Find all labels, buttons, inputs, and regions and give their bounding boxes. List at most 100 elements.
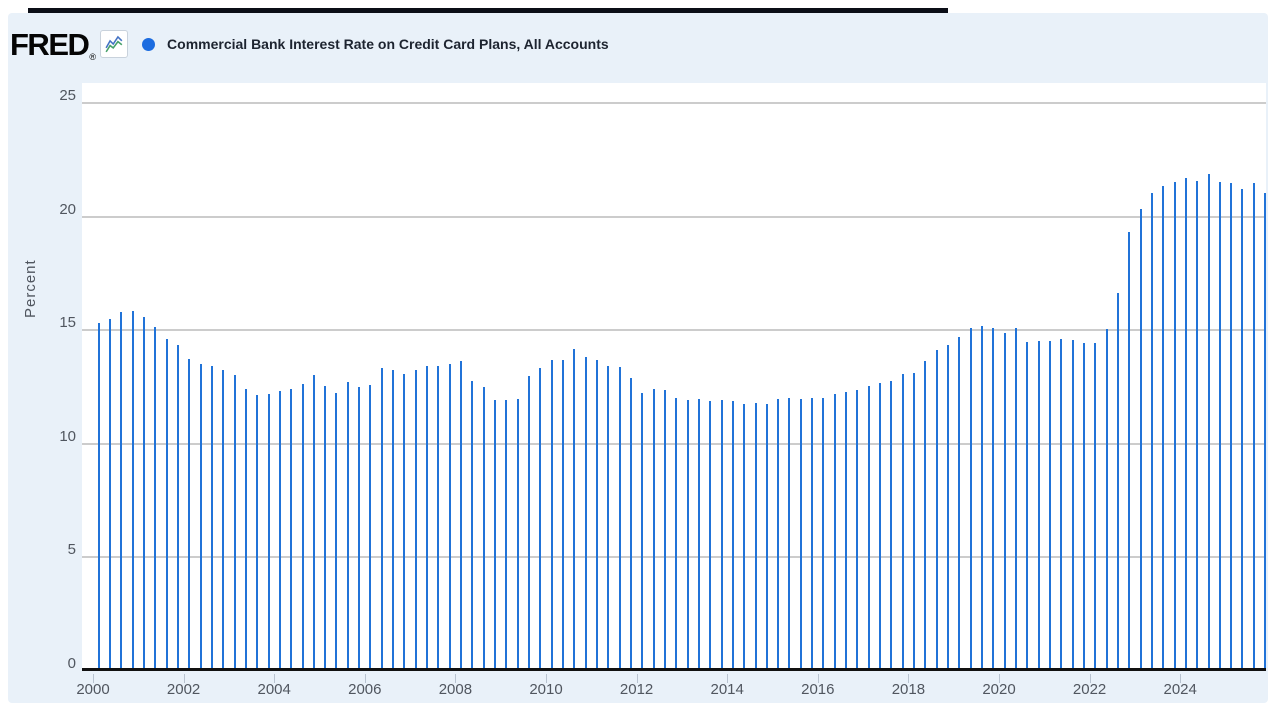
bar[interactable] [992, 328, 995, 668]
bar[interactable] [777, 398, 780, 668]
bar[interactable] [595, 360, 598, 668]
plot-area[interactable] [82, 83, 1267, 671]
bar[interactable] [1264, 193, 1267, 668]
bar[interactable] [856, 389, 859, 668]
bar[interactable] [324, 386, 327, 668]
bar[interactable] [584, 356, 587, 668]
bar[interactable] [120, 312, 123, 668]
bar[interactable] [392, 370, 395, 668]
bar[interactable] [1196, 180, 1199, 668]
fred-logo[interactable]: FRED [10, 26, 90, 62]
bar[interactable] [686, 399, 689, 668]
bar[interactable] [890, 380, 893, 668]
bar[interactable] [1150, 193, 1153, 668]
bar[interactable] [222, 370, 225, 668]
bar[interactable] [346, 381, 349, 668]
bar[interactable] [1207, 173, 1210, 668]
bar[interactable] [675, 397, 678, 668]
bar[interactable] [414, 370, 417, 668]
bar[interactable] [1218, 181, 1221, 668]
bar[interactable] [1082, 343, 1085, 668]
bar[interactable] [210, 365, 213, 668]
bar[interactable] [958, 337, 961, 668]
bar[interactable] [629, 378, 632, 668]
bar[interactable] [754, 403, 757, 668]
bar[interactable] [867, 386, 870, 668]
bar[interactable] [233, 374, 236, 668]
bar[interactable] [267, 394, 270, 668]
bar[interactable] [516, 398, 519, 668]
bar[interactable] [924, 361, 927, 668]
bar[interactable] [505, 399, 508, 668]
bar[interactable] [358, 387, 361, 668]
bar[interactable] [244, 388, 247, 668]
bar[interactable] [607, 365, 610, 668]
bar[interactable] [1037, 340, 1040, 668]
bar[interactable] [697, 398, 700, 668]
bar[interactable] [437, 365, 440, 668]
bar[interactable] [743, 404, 746, 668]
bar[interactable] [947, 345, 950, 668]
bar[interactable] [1241, 188, 1244, 668]
bar[interactable] [935, 349, 938, 668]
bar[interactable] [108, 319, 111, 668]
bar[interactable] [1116, 293, 1119, 668]
bar[interactable] [539, 368, 542, 668]
series-legend-dot[interactable] [142, 37, 156, 51]
bar[interactable] [913, 372, 916, 668]
bar[interactable] [561, 360, 564, 668]
bar[interactable] [154, 327, 157, 668]
bar[interactable] [165, 338, 168, 668]
bar[interactable] [1026, 341, 1029, 668]
bar[interactable] [312, 374, 315, 668]
bar[interactable] [471, 380, 474, 668]
bar[interactable] [482, 387, 485, 668]
bar[interactable] [788, 397, 791, 668]
bar[interactable] [1003, 332, 1006, 668]
bar[interactable] [460, 361, 463, 668]
bar[interactable] [97, 322, 100, 668]
bar[interactable] [765, 404, 768, 668]
bar[interactable] [369, 385, 372, 668]
bar[interactable] [709, 401, 712, 668]
bar[interactable] [199, 363, 202, 668]
bar[interactable] [176, 345, 179, 668]
bar[interactable] [641, 393, 644, 668]
bar[interactable] [550, 360, 553, 668]
bar[interactable] [1162, 186, 1165, 668]
bar[interactable] [901, 373, 904, 668]
bar[interactable] [278, 390, 281, 668]
fred-sparkline-icon[interactable] [100, 30, 129, 58]
bar[interactable] [845, 391, 848, 668]
bar[interactable] [969, 328, 972, 668]
bar[interactable] [879, 382, 882, 668]
bar[interactable] [1139, 209, 1142, 668]
bar[interactable] [290, 388, 293, 668]
bar[interactable] [380, 368, 383, 668]
bar[interactable] [833, 394, 836, 668]
bar[interactable] [799, 398, 802, 668]
bar[interactable] [1105, 329, 1108, 668]
bar[interactable] [618, 366, 621, 668]
bar[interactable] [188, 359, 191, 668]
bar[interactable] [1071, 339, 1074, 668]
bar[interactable] [1048, 340, 1051, 668]
bar[interactable] [811, 397, 814, 668]
bar[interactable] [142, 316, 145, 668]
bar[interactable] [403, 373, 406, 668]
bar[interactable] [1014, 328, 1017, 668]
bar[interactable] [731, 401, 734, 668]
bar[interactable] [652, 388, 655, 668]
bar[interactable] [131, 311, 134, 668]
bar[interactable] [426, 365, 429, 668]
bar[interactable] [720, 399, 723, 668]
bar[interactable] [1094, 343, 1097, 668]
bar[interactable] [981, 326, 983, 668]
bar[interactable] [573, 348, 576, 668]
bar[interactable] [1173, 181, 1176, 668]
bar[interactable] [301, 384, 304, 668]
bar[interactable] [494, 399, 497, 668]
bar[interactable] [822, 397, 825, 668]
bar[interactable] [448, 363, 451, 668]
bar[interactable] [1230, 182, 1233, 668]
